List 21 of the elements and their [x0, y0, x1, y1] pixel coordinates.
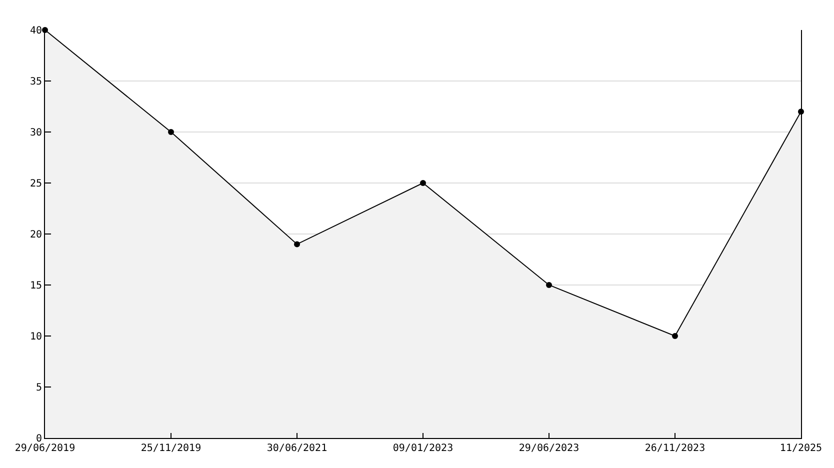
y-tick-label: 30: [30, 128, 42, 138]
x-tick-label: 25/11/2019: [140, 443, 202, 454]
x-tick-label: 29/06/2019: [14, 443, 76, 454]
point: [672, 333, 678, 339]
x-tick-label: 26/11/2023: [644, 443, 706, 454]
x-tick-label: 29/06/2023: [518, 443, 580, 454]
point: [168, 129, 174, 135]
y-tick-label: 15: [30, 280, 42, 292]
y-tick-label: 0: [36, 434, 42, 444]
y-tick-label: 10: [30, 332, 42, 342]
y-tick-label: 20: [30, 230, 42, 240]
y-tick-label: 25: [30, 178, 42, 190]
y-tick-label: 40: [30, 26, 42, 36]
y-tick-label: 5: [36, 382, 42, 394]
x-tick-label: 11/2025: [780, 443, 822, 454]
x-tick-label: 09/01/2023: [392, 443, 454, 454]
point: [546, 282, 552, 288]
point: [294, 241, 300, 248]
x-tick-label: 30/06/2021: [266, 443, 328, 454]
y-tick-label: 35: [30, 76, 42, 88]
point: [420, 180, 426, 186]
